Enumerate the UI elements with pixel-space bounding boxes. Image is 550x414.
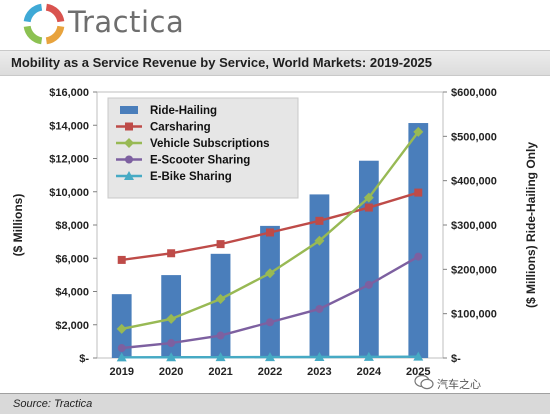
point-e-scooter-sharing	[216, 331, 225, 340]
right-tick-label: $-	[451, 353, 461, 365]
chart-title: Mobility as a Service Revenue by Service…	[11, 55, 433, 70]
left-tick-label: $16,000	[49, 87, 89, 99]
point-e-bike-sharing	[314, 352, 325, 362]
x-tick-label: 2025	[406, 366, 430, 378]
point-carsharing	[364, 203, 373, 212]
point-e-scooter-sharing	[167, 339, 176, 348]
point-carsharing	[266, 228, 274, 237]
legend-box	[107, 97, 299, 199]
logo-segment	[23, 3, 43, 23]
x-tick-label: 2021	[208, 366, 232, 378]
point-carsharing	[167, 249, 176, 258]
point-e-scooter-sharing	[364, 280, 373, 289]
left-tick-label: $-	[79, 353, 89, 365]
point-vehicle-subscriptions	[265, 268, 275, 279]
legend-marker-vehicle-subscriptions	[124, 138, 134, 148]
x-tick-label: 2024	[357, 366, 382, 378]
legend-label-e-bike-sharing: E-Bike Sharing	[150, 171, 232, 183]
x-tick-label: 2019	[109, 366, 133, 378]
legend-label-e-scooter-sharing: E-Scooter Sharing	[150, 155, 250, 167]
point-carsharing	[216, 240, 225, 249]
bar-ride-hailing	[260, 225, 280, 358]
source-text: Source: Tractica	[13, 398, 93, 410]
left-axis-title: ($ Millions)	[11, 194, 25, 257]
tractica-logo-icon	[23, 3, 65, 45]
logo-segment	[45, 25, 65, 45]
point-e-scooter-sharing	[315, 304, 324, 313]
point-vehicle-subscriptions	[314, 235, 325, 246]
right-tick-label: $400,000	[451, 176, 497, 188]
legend-marker-e-bike-sharing	[124, 171, 134, 180]
point-e-bike-sharing	[413, 351, 424, 361]
bar-ride-hailing	[210, 253, 231, 358]
x-tick-label: 2022	[258, 366, 282, 378]
point-vehicle-subscriptions	[215, 293, 226, 304]
point-e-bike-sharing	[116, 352, 127, 362]
source-bar: Source: Tractica	[0, 393, 550, 414]
point-e-bike-sharing	[265, 352, 275, 362]
point-vehicle-subscriptions	[166, 313, 177, 324]
right-tick-label: $200,000	[451, 264, 497, 276]
point-e-bike-sharing	[363, 351, 374, 361]
left-tick-label: $4,000	[55, 287, 89, 299]
x-tick-label: 2023	[307, 366, 331, 378]
left-tick-label: $2,000	[55, 320, 89, 332]
logo-segment	[23, 25, 43, 45]
right-tick-label: $300,000	[451, 220, 497, 232]
legend-marker-e-scooter-sharing	[125, 155, 133, 164]
point-vehicle-subscriptions	[116, 323, 127, 334]
point-e-scooter-sharing	[117, 344, 126, 353]
header-logo: Tractica	[0, 0, 550, 46]
x-tick-label: 2020	[159, 366, 183, 378]
legend-swatch-ride-hailing	[120, 106, 138, 114]
left-tick-label: $8,000	[55, 220, 89, 232]
logo-text: Tractica	[68, 5, 185, 39]
left-tick-label: $14,000	[49, 120, 89, 132]
chart: $- $2,000 $4,000 $6,000 $8,000 $10,000 $12,000…	[11, 87, 538, 378]
right-axis-title: ($ Millions) Ride-Hailing Only	[524, 142, 538, 308]
left-tick-label: $12,000	[49, 154, 89, 166]
watermark-text: 汽车之心	[437, 379, 481, 391]
legend-label-vehicle-subscriptions: Vehicle Subscriptions	[150, 138, 270, 150]
right-tick-label: $100,000	[451, 309, 497, 321]
point-e-bike-sharing	[166, 352, 177, 362]
legend-label-carsharing: Carsharing	[150, 122, 211, 134]
point-vehicle-subscriptions	[363, 192, 374, 203]
legend-label-ride-hailing: Ride-Hailing	[150, 105, 217, 117]
bar-ride-hailing	[408, 123, 429, 359]
logo-segment	[45, 3, 65, 23]
wechat-icon	[414, 374, 434, 390]
point-carsharing	[315, 216, 324, 225]
right-tick-label: $500,000	[451, 131, 497, 143]
left-tick-label: $10,000	[49, 187, 89, 199]
right-tick-label: $600,000	[451, 87, 497, 99]
point-e-scooter-sharing	[266, 318, 274, 327]
point-e-bike-sharing	[215, 352, 226, 362]
point-e-scooter-sharing	[414, 252, 423, 261]
chart-title-band: Mobility as a Service Revenue by Service…	[0, 50, 550, 76]
point-carsharing	[117, 255, 126, 264]
left-tick-label: $6,000	[55, 253, 89, 265]
legend-marker-carsharing	[125, 122, 133, 131]
point-carsharing	[414, 188, 423, 197]
